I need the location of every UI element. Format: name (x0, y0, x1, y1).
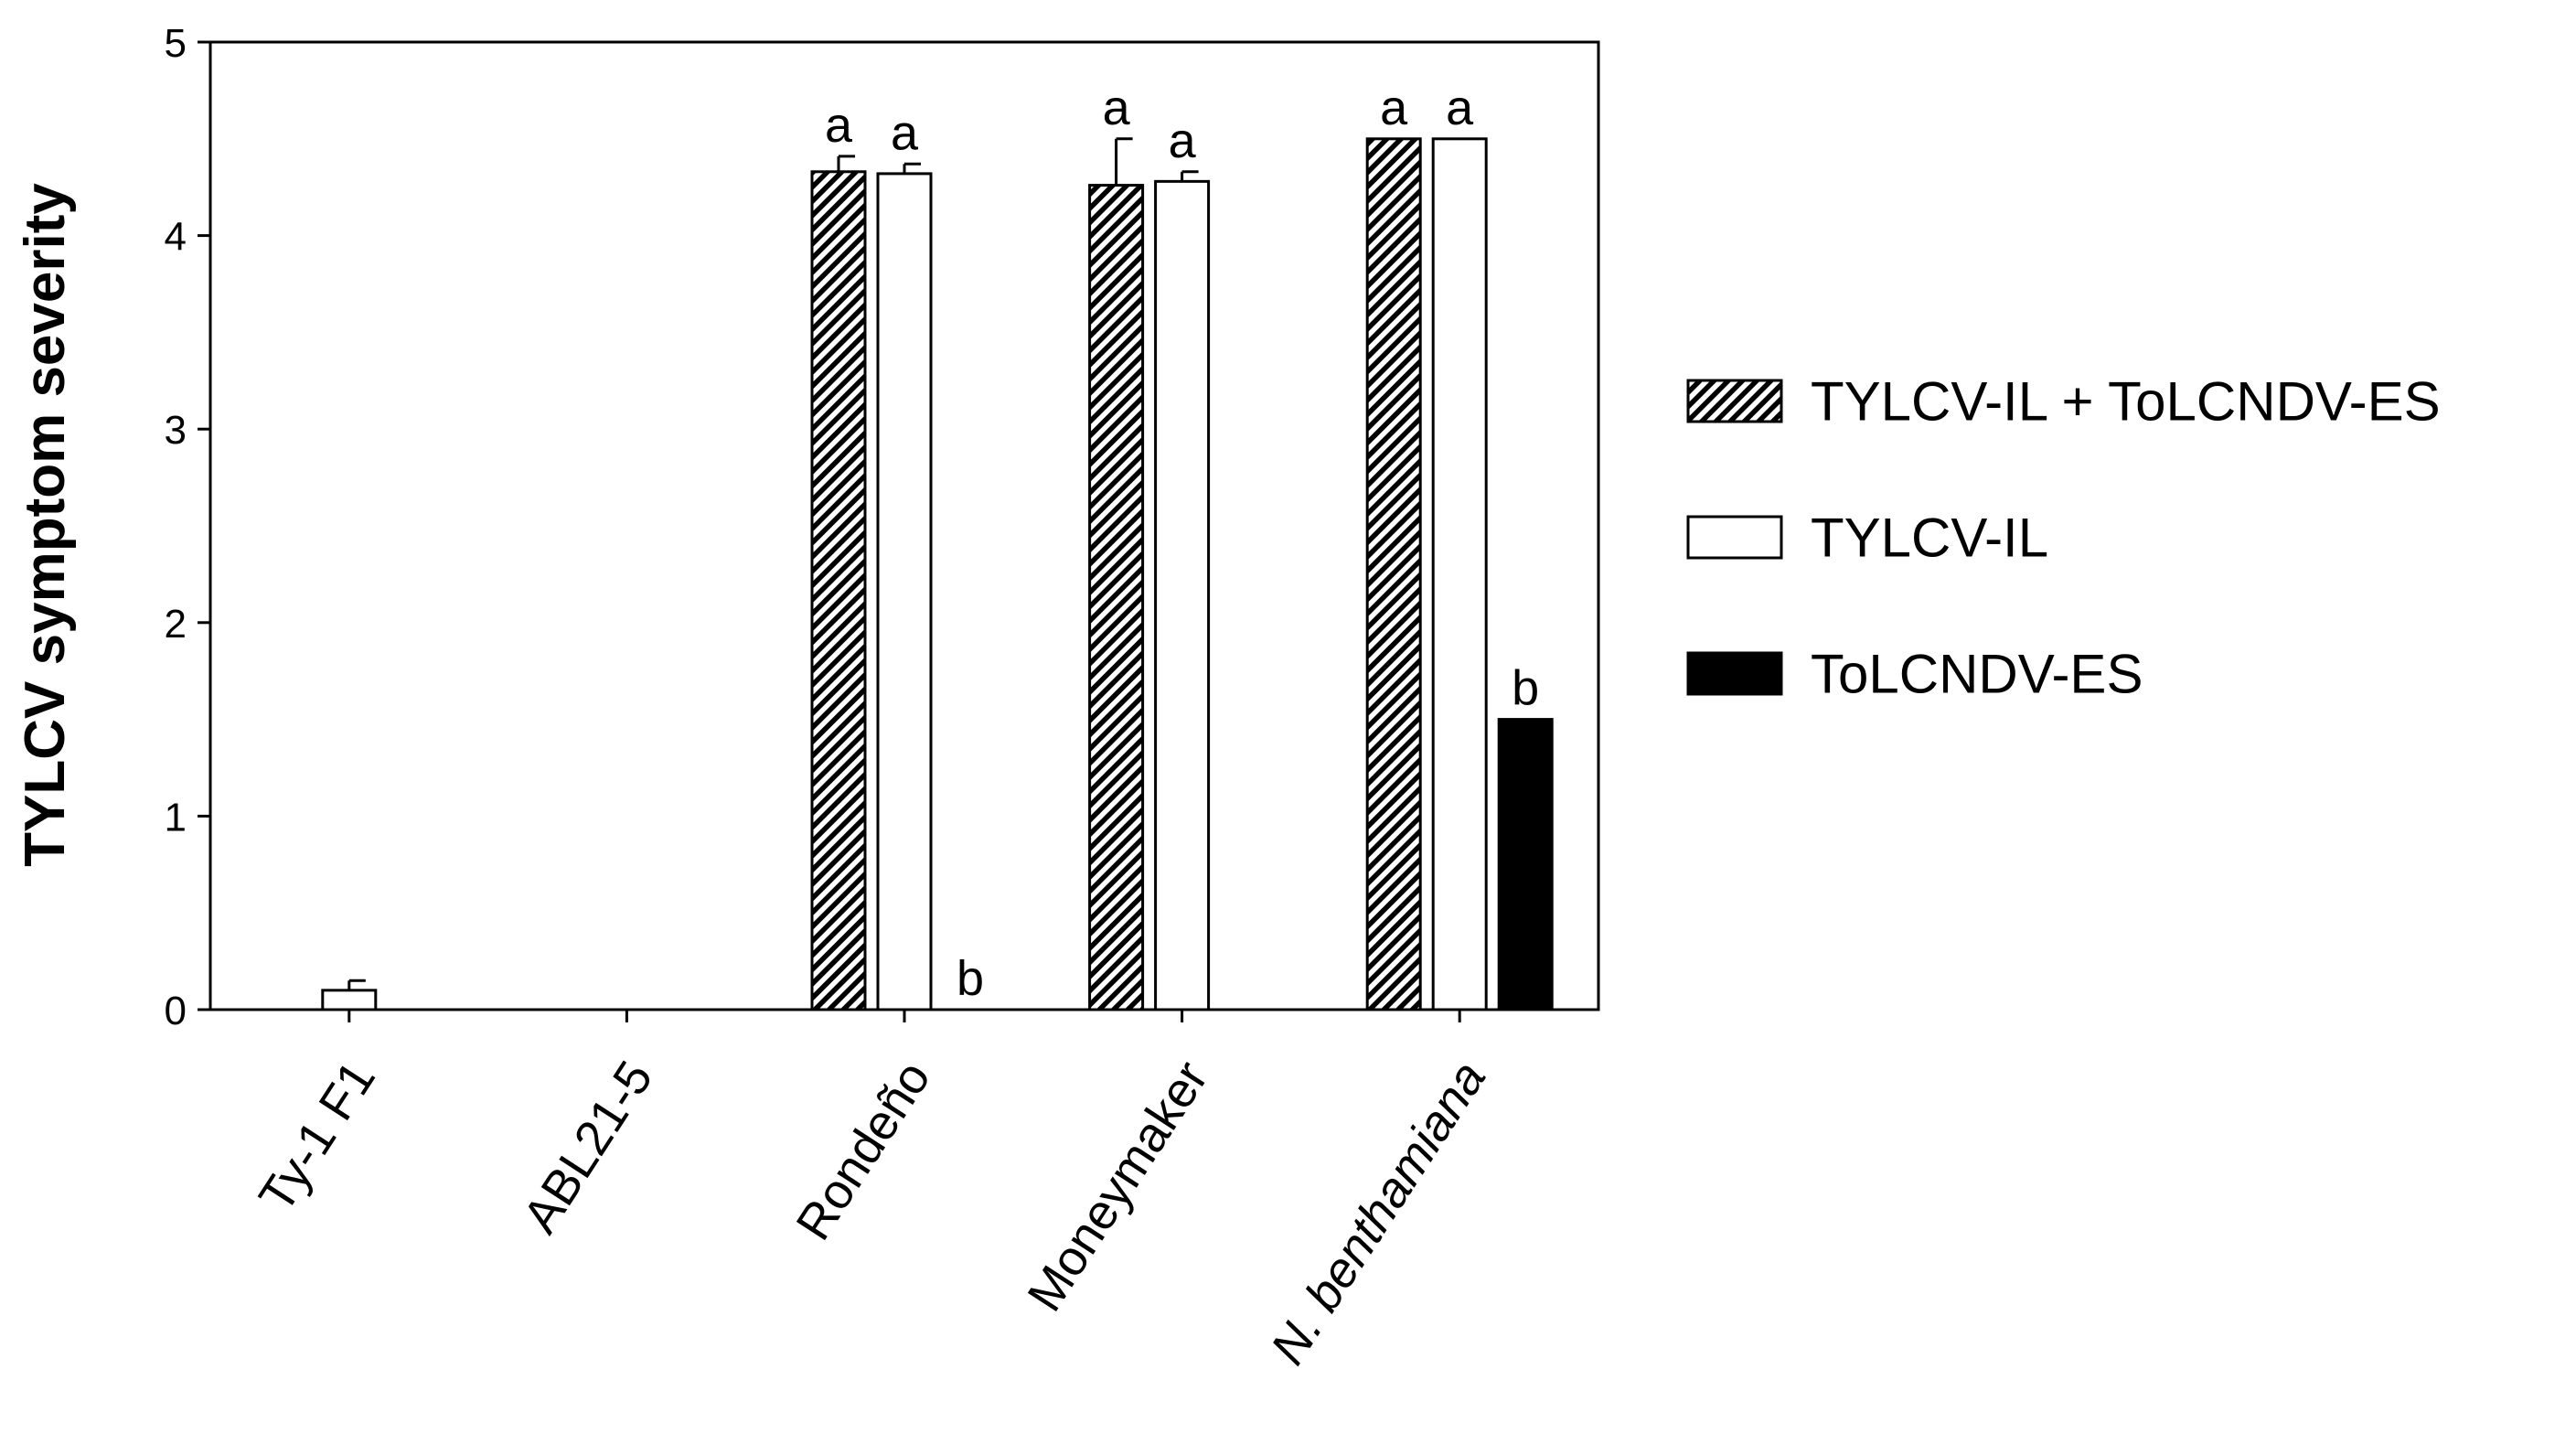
significance-letter: a (1103, 80, 1131, 135)
significance-letter: b (1512, 661, 1539, 716)
bar (810, 170, 867, 1011)
y-axis-label: TYLCV symptom severity (14, 183, 77, 867)
legend-swatch (1686, 379, 1783, 423)
significance-letter: b (957, 951, 984, 1006)
bar (1431, 137, 1488, 1011)
bar (1365, 137, 1422, 1011)
legend-label: TYLCV-IL + ToLCNDV-ES (1811, 371, 2441, 433)
y-tick-label: 2 (165, 602, 187, 647)
significance-letter: a (1446, 80, 1474, 135)
bar (1497, 718, 1554, 1011)
y-tick-label: 4 (165, 215, 187, 260)
y-tick-label: 3 (165, 408, 187, 453)
significance-letter: a (891, 105, 919, 160)
legend: TYLCV-IL + ToLCNDV-ES TYLCV-IL ToLCNDV-ES (1686, 371, 2441, 705)
x-tick-label: ABL21-5 (513, 1052, 664, 1243)
legend-swatch (1686, 515, 1783, 560)
bar (1088, 184, 1145, 1011)
significance-letter: a (1169, 113, 1197, 168)
y-tick-label: 1 (165, 795, 187, 840)
bars-layer (321, 137, 1554, 1011)
legend-label: ToLCNDV-ES (1811, 644, 2143, 705)
significance-letter: a (1380, 80, 1408, 135)
x-tick-label: N. benthamiana (1260, 1052, 1496, 1374)
y-tick-label: 5 (165, 21, 187, 66)
legend-swatch (1686, 651, 1783, 696)
bar (321, 989, 378, 1011)
bar (876, 172, 933, 1011)
x-tick-label: Ty-1 F1 (249, 1052, 386, 1222)
x-tick-label: Moneymaker (1017, 1052, 1218, 1321)
significance-letter: a (825, 98, 853, 153)
legend-label: TYLCV-IL (1811, 508, 2048, 569)
y-tick-label: 0 (165, 989, 187, 1033)
x-tick-label: Rondeño (786, 1052, 941, 1250)
bar (1154, 179, 1211, 1011)
